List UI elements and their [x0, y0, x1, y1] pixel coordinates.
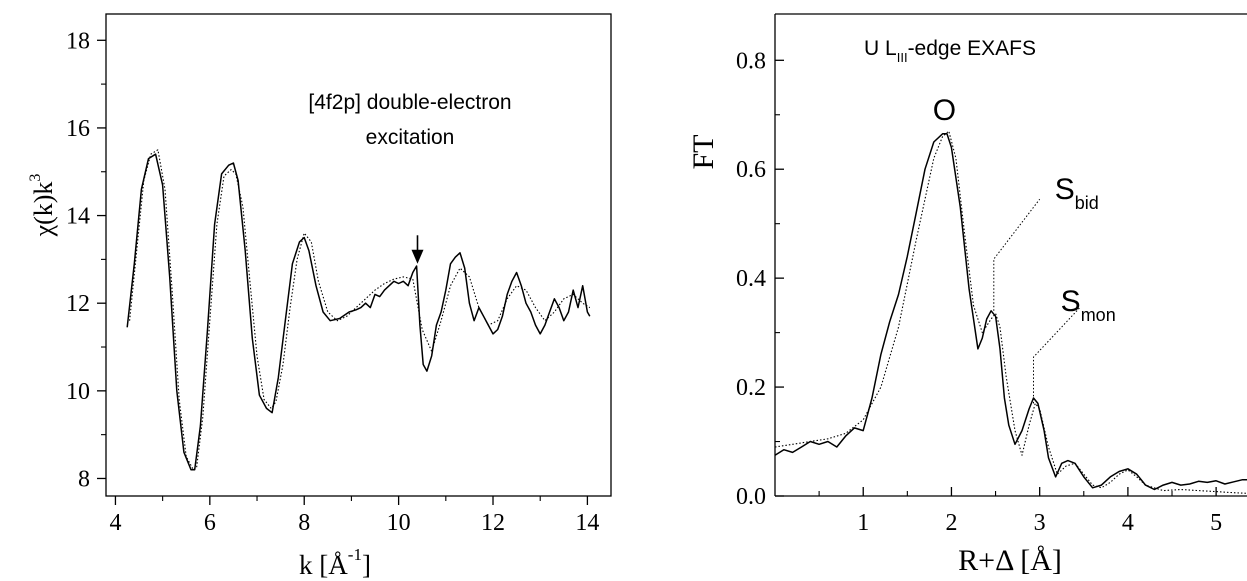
right-y-axis-label: FT [687, 134, 720, 169]
left-x-axis-label-close: ] [362, 550, 371, 580]
left-x-tick-label: 8 [298, 510, 310, 536]
annotation-label-main: S [1061, 285, 1081, 318]
left-series-dotted [129, 149, 591, 471]
right-title-main: U L [864, 37, 897, 60]
left-series-solid [126, 153, 591, 471]
annotation-label-o: O [933, 94, 956, 127]
left-y-axis-label: χ(k)k3 [27, 174, 58, 238]
left-y-tick-label: 10 [66, 379, 90, 405]
right-y-tick-label: 0.8 [736, 48, 766, 74]
annotation-leader-line [993, 198, 1041, 311]
left-y-tick-label: 12 [66, 291, 90, 317]
annotation-double-electron-line2: excitation [366, 126, 455, 149]
left-x-tick-label: 14 [575, 510, 599, 536]
right-x-axis-label: R+Δ [Å] [958, 544, 1062, 577]
left-x-tick-label: 10 [387, 510, 411, 536]
left-series [126, 149, 591, 471]
annotation-arrow-head [411, 249, 424, 264]
left-y-tick-label: 16 [66, 116, 90, 142]
annotation-label-sub: mon [1081, 305, 1116, 325]
annotation-leader-line [1033, 307, 1080, 404]
right-y-tick-label: 0.2 [736, 375, 766, 401]
left-x-tick-label: 12 [481, 510, 505, 536]
right-x-tick-label: 4 [1122, 510, 1134, 536]
left-x-axis-label: k [Å-1] [299, 545, 371, 580]
annotation-label-smon: Smon [1061, 285, 1116, 325]
right-series-dotted [774, 130, 1247, 494]
right-title: U LIII-edge EXAFS [864, 37, 1036, 65]
right-x-tick-label: 3 [1034, 510, 1046, 536]
left-y-tick-label: 14 [66, 204, 90, 230]
annotation-label-main: S [1055, 173, 1075, 206]
annotation-label-main: O [933, 94, 956, 127]
right-leader-lines [993, 198, 1080, 404]
annotation-label-sbid: Sbid [1055, 173, 1099, 213]
left-x-axis-label-main: k [Å [299, 550, 348, 580]
left-y-axis-label-main: χ(k)k [29, 182, 58, 238]
annotation-arrow [411, 235, 424, 264]
right-axis-ticks: 1 2 3 4 5 0.0 0.2 0.4 0.6 0.8 [736, 48, 1222, 536]
right-title-sub: III [897, 50, 908, 65]
right-title-rest: -edge EXAFS [908, 37, 1036, 60]
left-chart-chi-k: 4 6 8 10 12 14 8 10 12 14 16 18 χ(k)k3 k [Å-1] [4f2… [27, 13, 612, 580]
left-y-tick-label: 8 [78, 466, 90, 492]
right-y-tick-label: 0.0 [736, 484, 766, 510]
right-y-tick-label: 0.4 [736, 266, 766, 292]
right-series [774, 130, 1247, 494]
left-x-axis-label-sup: -1 [348, 545, 362, 564]
left-plot-frame [105, 13, 612, 497]
right-series-solid [774, 133, 1247, 491]
annotation-double-electron-line1: [4f2p] double-electron [308, 91, 511, 114]
right-x-tick-label: 1 [857, 510, 869, 536]
left-axis-ticks: 4 6 8 10 12 14 8 10 12 14 16 18 [66, 28, 599, 536]
right-y-tick-label: 0.6 [736, 157, 766, 183]
annotation-label-sub: bid [1075, 193, 1099, 213]
left-y-axis-label-sup: 3 [27, 174, 44, 182]
left-y-tick-label: 18 [66, 28, 90, 54]
right-x-tick-label: 2 [945, 510, 957, 536]
right-x-tick-label: 5 [1210, 510, 1222, 536]
left-x-tick-label: 6 [204, 510, 216, 536]
left-x-tick-label: 4 [109, 510, 121, 536]
